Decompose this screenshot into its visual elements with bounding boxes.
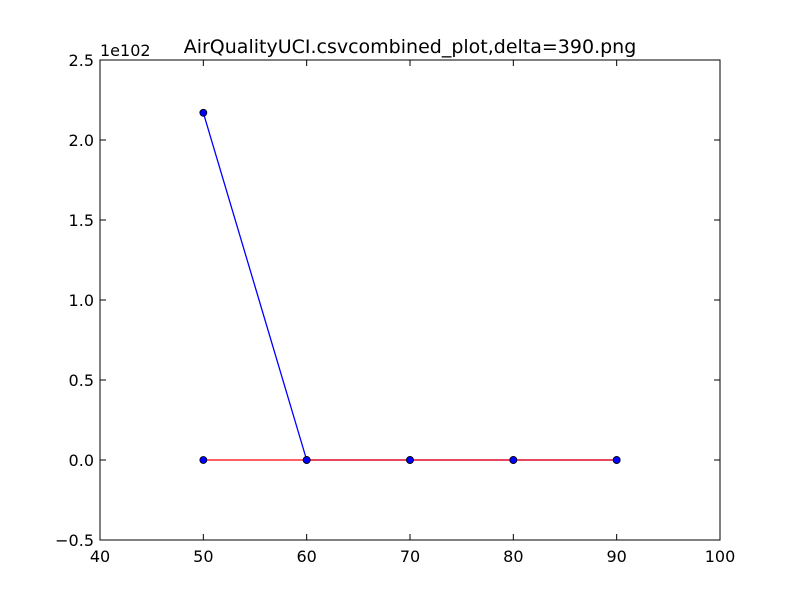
- series-2-point: [406, 456, 414, 464]
- chart-title: AirQualityUCI.csvcombined_plot,delta=390…: [184, 36, 637, 58]
- x-tick-label: 100: [705, 547, 736, 566]
- series-points: [199, 108, 621, 464]
- plot-frame: [99, 59, 721, 541]
- y-tick-label: −0.5: [55, 531, 94, 550]
- y-tick-label: 0.0: [69, 451, 94, 470]
- series-2-point: [199, 456, 208, 464]
- series-2-point: [302, 456, 311, 464]
- x-tick-label: 70: [400, 547, 420, 566]
- x-tick-label: 40: [90, 547, 110, 566]
- y-tick-label: 1.0: [69, 291, 94, 310]
- y-axis-offset-text: 1e102: [100, 41, 151, 60]
- x-tick-label: 50: [193, 547, 213, 566]
- x-tick-label: 90: [606, 547, 626, 566]
- series-1-point: [199, 108, 208, 117]
- y-tick-label: 0.5: [69, 371, 94, 390]
- axis-tick-labels: 40 50 60 70 80 90 100 −0.5 0.0 0.5 1.0 1.5 2.0 2.5: [55, 51, 735, 566]
- x-tick-label: 80: [503, 547, 523, 566]
- y-tick-label: 1.5: [69, 211, 94, 230]
- y-tick-label: 2.0: [69, 131, 94, 150]
- y-tick-label: 2.5: [69, 51, 94, 70]
- series-2-point: [509, 456, 518, 464]
- series-2-point: [612, 456, 621, 464]
- x-tick-label: 60: [296, 547, 316, 566]
